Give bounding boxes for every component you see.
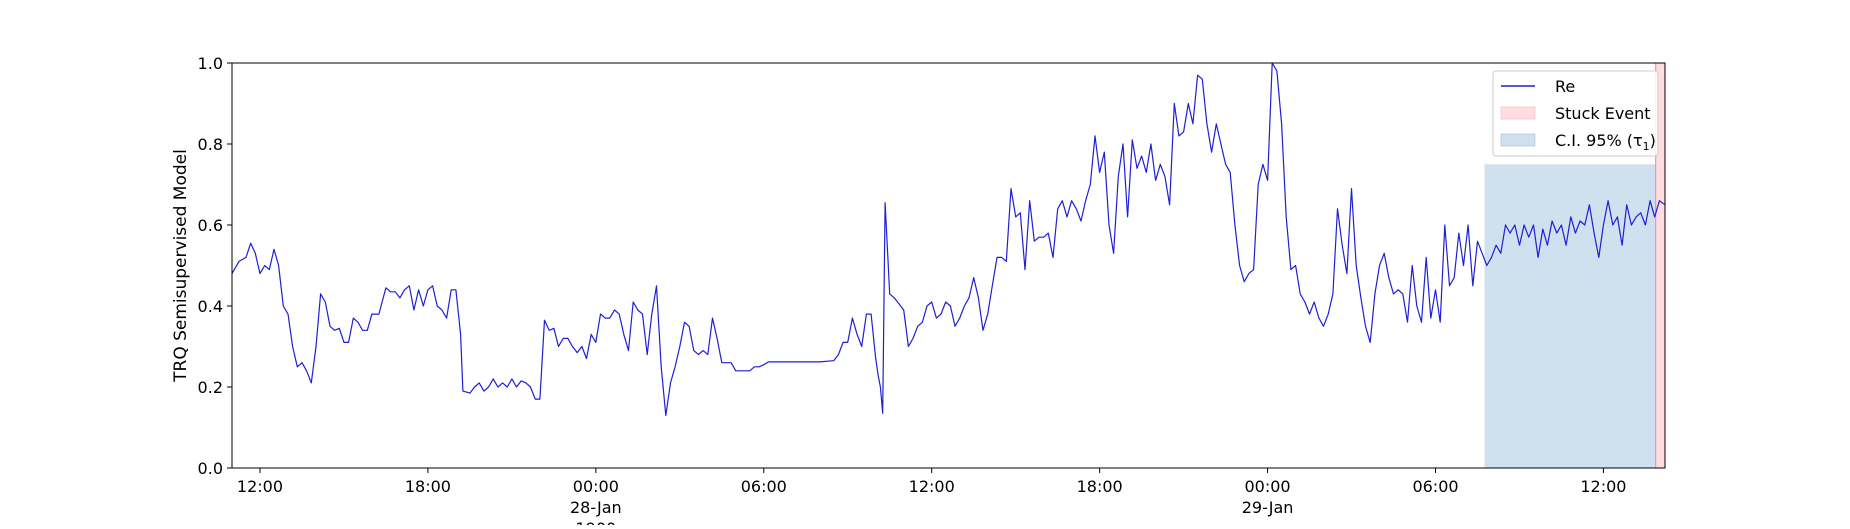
series-line-re <box>231 62 1666 416</box>
series-layer <box>231 62 1666 416</box>
legend-swatch-patch <box>1500 106 1536 120</box>
y-tick-label: 1.0 <box>198 54 223 73</box>
x-tick-label: 06:00 <box>741 477 787 496</box>
x-tick-label: 18:00 <box>405 477 451 496</box>
y-axis-label: TRQ Semisupervised Model <box>171 149 191 383</box>
y-tick-label: 0.4 <box>198 297 223 316</box>
legend-swatch-patch <box>1500 133 1536 147</box>
shaded-regions <box>1484 63 1665 468</box>
legend-label: C.I. 95% (τ1) <box>1555 131 1656 153</box>
x-tick-label: 12:00 <box>1580 477 1626 496</box>
x-tick-label: 12:00 <box>909 477 955 496</box>
x-tick-label: 18:00 <box>1077 477 1123 496</box>
y-tick-label: 0.8 <box>198 135 223 154</box>
y-tick-label: 0.6 <box>198 216 223 235</box>
y-tick-label: 0.2 <box>198 378 223 397</box>
y-tick-label: 0.0 <box>198 459 223 478</box>
legend: Re Stuck Event C.I. 95% (τ1) <box>1492 70 1659 157</box>
x-tick-label: 12:00 <box>237 477 283 496</box>
region-stuck-event <box>1655 63 1665 468</box>
x-tick-label: 00:00 29-Jan <box>1242 477 1294 517</box>
legend-label: Re <box>1555 77 1575 96</box>
region-c-i-95-1- <box>1484 164 1665 468</box>
plot-frame <box>231 62 1666 469</box>
legend-label: Stuck Event <box>1555 104 1651 123</box>
x-tick-label: 06:00 <box>1412 477 1458 496</box>
y-axis: 0.0 0.2 0.4 0.6 0.8 1.0 <box>198 54 232 478</box>
